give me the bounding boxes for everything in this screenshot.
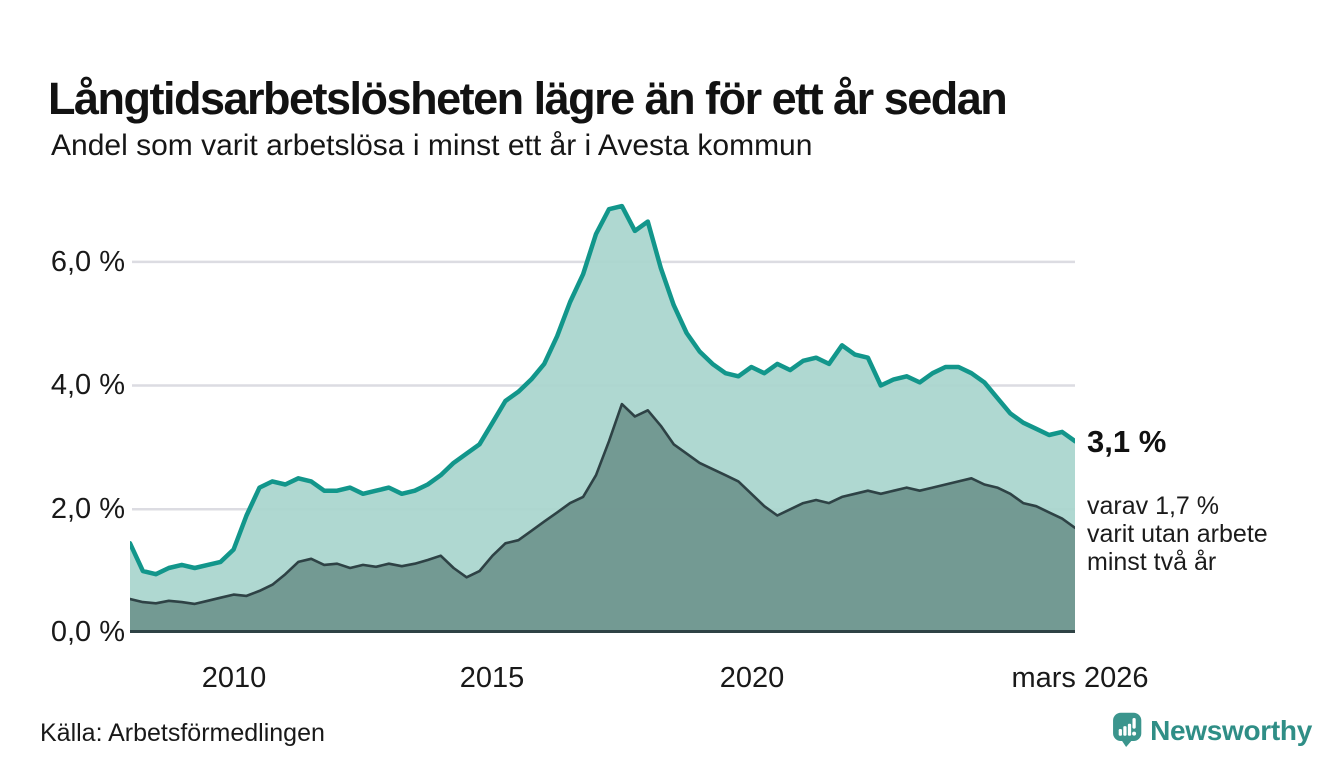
chart-plot-area <box>127 195 1078 633</box>
secondary-note-line-3: minst två år <box>1087 548 1217 576</box>
page-subtitle: Andel som varit arbetslösa i minst ett å… <box>51 129 813 162</box>
bar-large <box>1127 723 1132 736</box>
y-tick-label-4: 4,0 % <box>50 369 125 401</box>
latest-value-label: 3,1 % <box>1087 424 1167 459</box>
secondary-note-line-1: varav 1,7 % <box>1087 492 1220 520</box>
y-tick-label-0: 0,0 % <box>50 616 125 648</box>
y-tick-label-6: 6,0 % <box>50 246 125 278</box>
x-tick-label-2020: 2020 <box>719 662 785 694</box>
y-tick-label-2: 2,0 % <box>50 493 125 525</box>
x-tick-label-2010: 2010 <box>201 662 267 694</box>
page-title: Långtidsarbetslösheten lägre än för ett … <box>48 73 1008 125</box>
newsworthy-bubble-icon <box>1113 712 1142 748</box>
source-credit: Källa: Arbetsförmedlingen <box>40 719 325 747</box>
secondary-series-note: varav 1,7 % varit utan arbete minst två … <box>1087 492 1268 576</box>
x-tick-label-2015: 2015 <box>459 662 525 694</box>
exclamation-bar <box>1132 718 1136 729</box>
line-series-2 <box>128 402 1077 606</box>
line-series-1 <box>127 203 1078 577</box>
newsworthy-logo[interactable]: Newsworthy <box>1112 703 1312 755</box>
x-tick-label-mars-2026: mars 2026 <box>1011 662 1149 694</box>
bar-medium <box>1123 726 1127 736</box>
brand-name-text: Newsworthy <box>1150 715 1312 746</box>
exclamation-dot <box>1132 731 1137 736</box>
secondary-note-line-2: varit utan arbete <box>1087 520 1268 548</box>
area-series-2 <box>130 404 1075 633</box>
area-chart-svg <box>127 203 1078 633</box>
bar-small <box>1118 729 1122 736</box>
